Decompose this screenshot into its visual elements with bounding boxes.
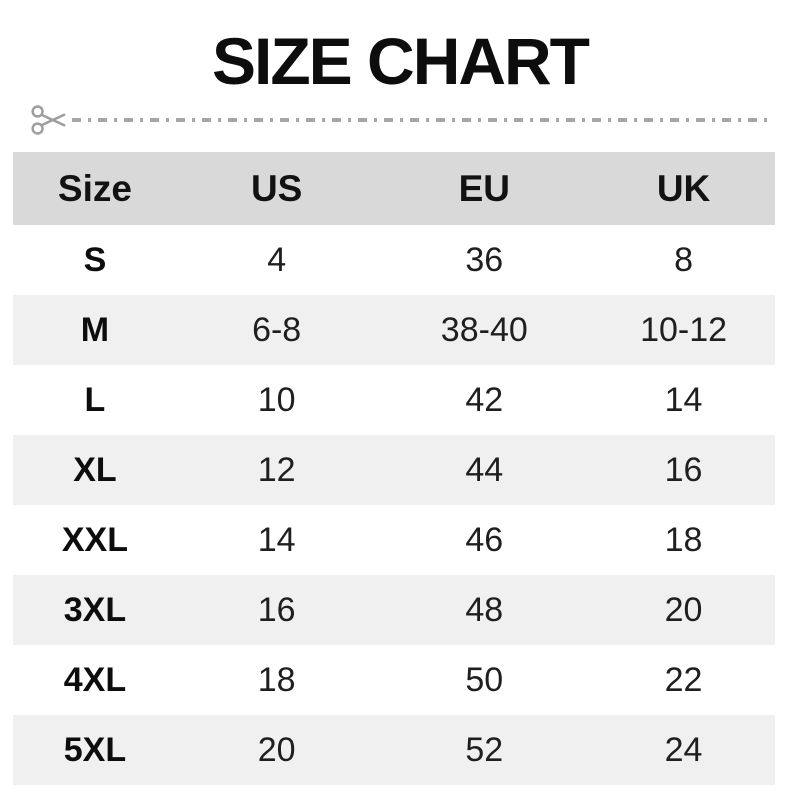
size-cell: 5XL (63, 730, 127, 769)
eu-value-cell: 48 (465, 590, 504, 629)
table-row-s: S 4 36 8 (13, 225, 775, 295)
header-cell-size: Size (57, 167, 132, 209)
us-value-cell: 12 (257, 450, 296, 489)
uk-value-cell: 20 (664, 590, 703, 629)
table-row-4xl: 4XL 18 50 22 (13, 645, 775, 715)
uk-value-cell: 14 (664, 380, 703, 419)
eu-value-cell: 38-40 (440, 310, 528, 349)
table-row-3xl: 3XL 16 48 20 (13, 575, 775, 645)
table-row-l: L 10 42 14 (13, 365, 775, 435)
table-header-row: Size US EU UK (13, 152, 775, 225)
eu-value-cell: 36 (465, 240, 504, 279)
eu-value-cell: 46 (465, 520, 504, 559)
table-row-m: M 6-8 38-40 10-12 (13, 295, 775, 365)
scissors-icon (30, 101, 68, 139)
us-value-cell: 14 (257, 520, 296, 559)
uk-value-cell: 8 (674, 240, 694, 279)
us-value-cell: 18 (257, 660, 296, 699)
us-value-cell: 6-8 (252, 310, 302, 349)
header-cell-eu: EU (458, 167, 510, 209)
us-value-cell: 16 (257, 590, 296, 629)
page-title: SIZE CHART (212, 24, 590, 98)
cut-line (30, 100, 768, 140)
table-row-xxl: XXL 14 46 18 (13, 505, 775, 575)
uk-value-cell: 16 (664, 450, 703, 489)
uk-value-cell: 18 (664, 520, 703, 559)
size-cell: L (84, 380, 106, 419)
uk-value-cell: 22 (664, 660, 703, 699)
size-cell: M (80, 310, 110, 349)
header-cell-us: US (250, 167, 303, 209)
size-cell: XXL (61, 520, 128, 559)
us-value-cell: 4 (267, 240, 287, 279)
table-row-5xl: 5XL 20 52 24 (13, 715, 775, 785)
size-chart-page: SIZE CHART Size US EU UK S (0, 28, 800, 800)
cut-dash-line (72, 118, 768, 122)
eu-value-cell: 52 (465, 730, 504, 769)
size-cell: 3XL (63, 590, 127, 629)
size-cell: 4XL (63, 660, 127, 699)
us-value-cell: 20 (257, 730, 296, 769)
table-row-xl: XL 12 44 16 (13, 435, 775, 505)
size-chart-table: Size US EU UK S 4 36 8 M 6-8 38-40 10-12… (13, 152, 775, 785)
uk-value-cell: 24 (664, 730, 703, 769)
us-value-cell: 10 (257, 380, 296, 419)
uk-value-cell: 10-12 (640, 310, 728, 349)
eu-value-cell: 42 (465, 380, 504, 419)
eu-value-cell: 44 (465, 450, 504, 489)
eu-value-cell: 50 (465, 660, 504, 699)
size-cell: S (83, 240, 107, 279)
size-cell: XL (73, 450, 117, 489)
header-cell-uk: UK (656, 167, 711, 209)
